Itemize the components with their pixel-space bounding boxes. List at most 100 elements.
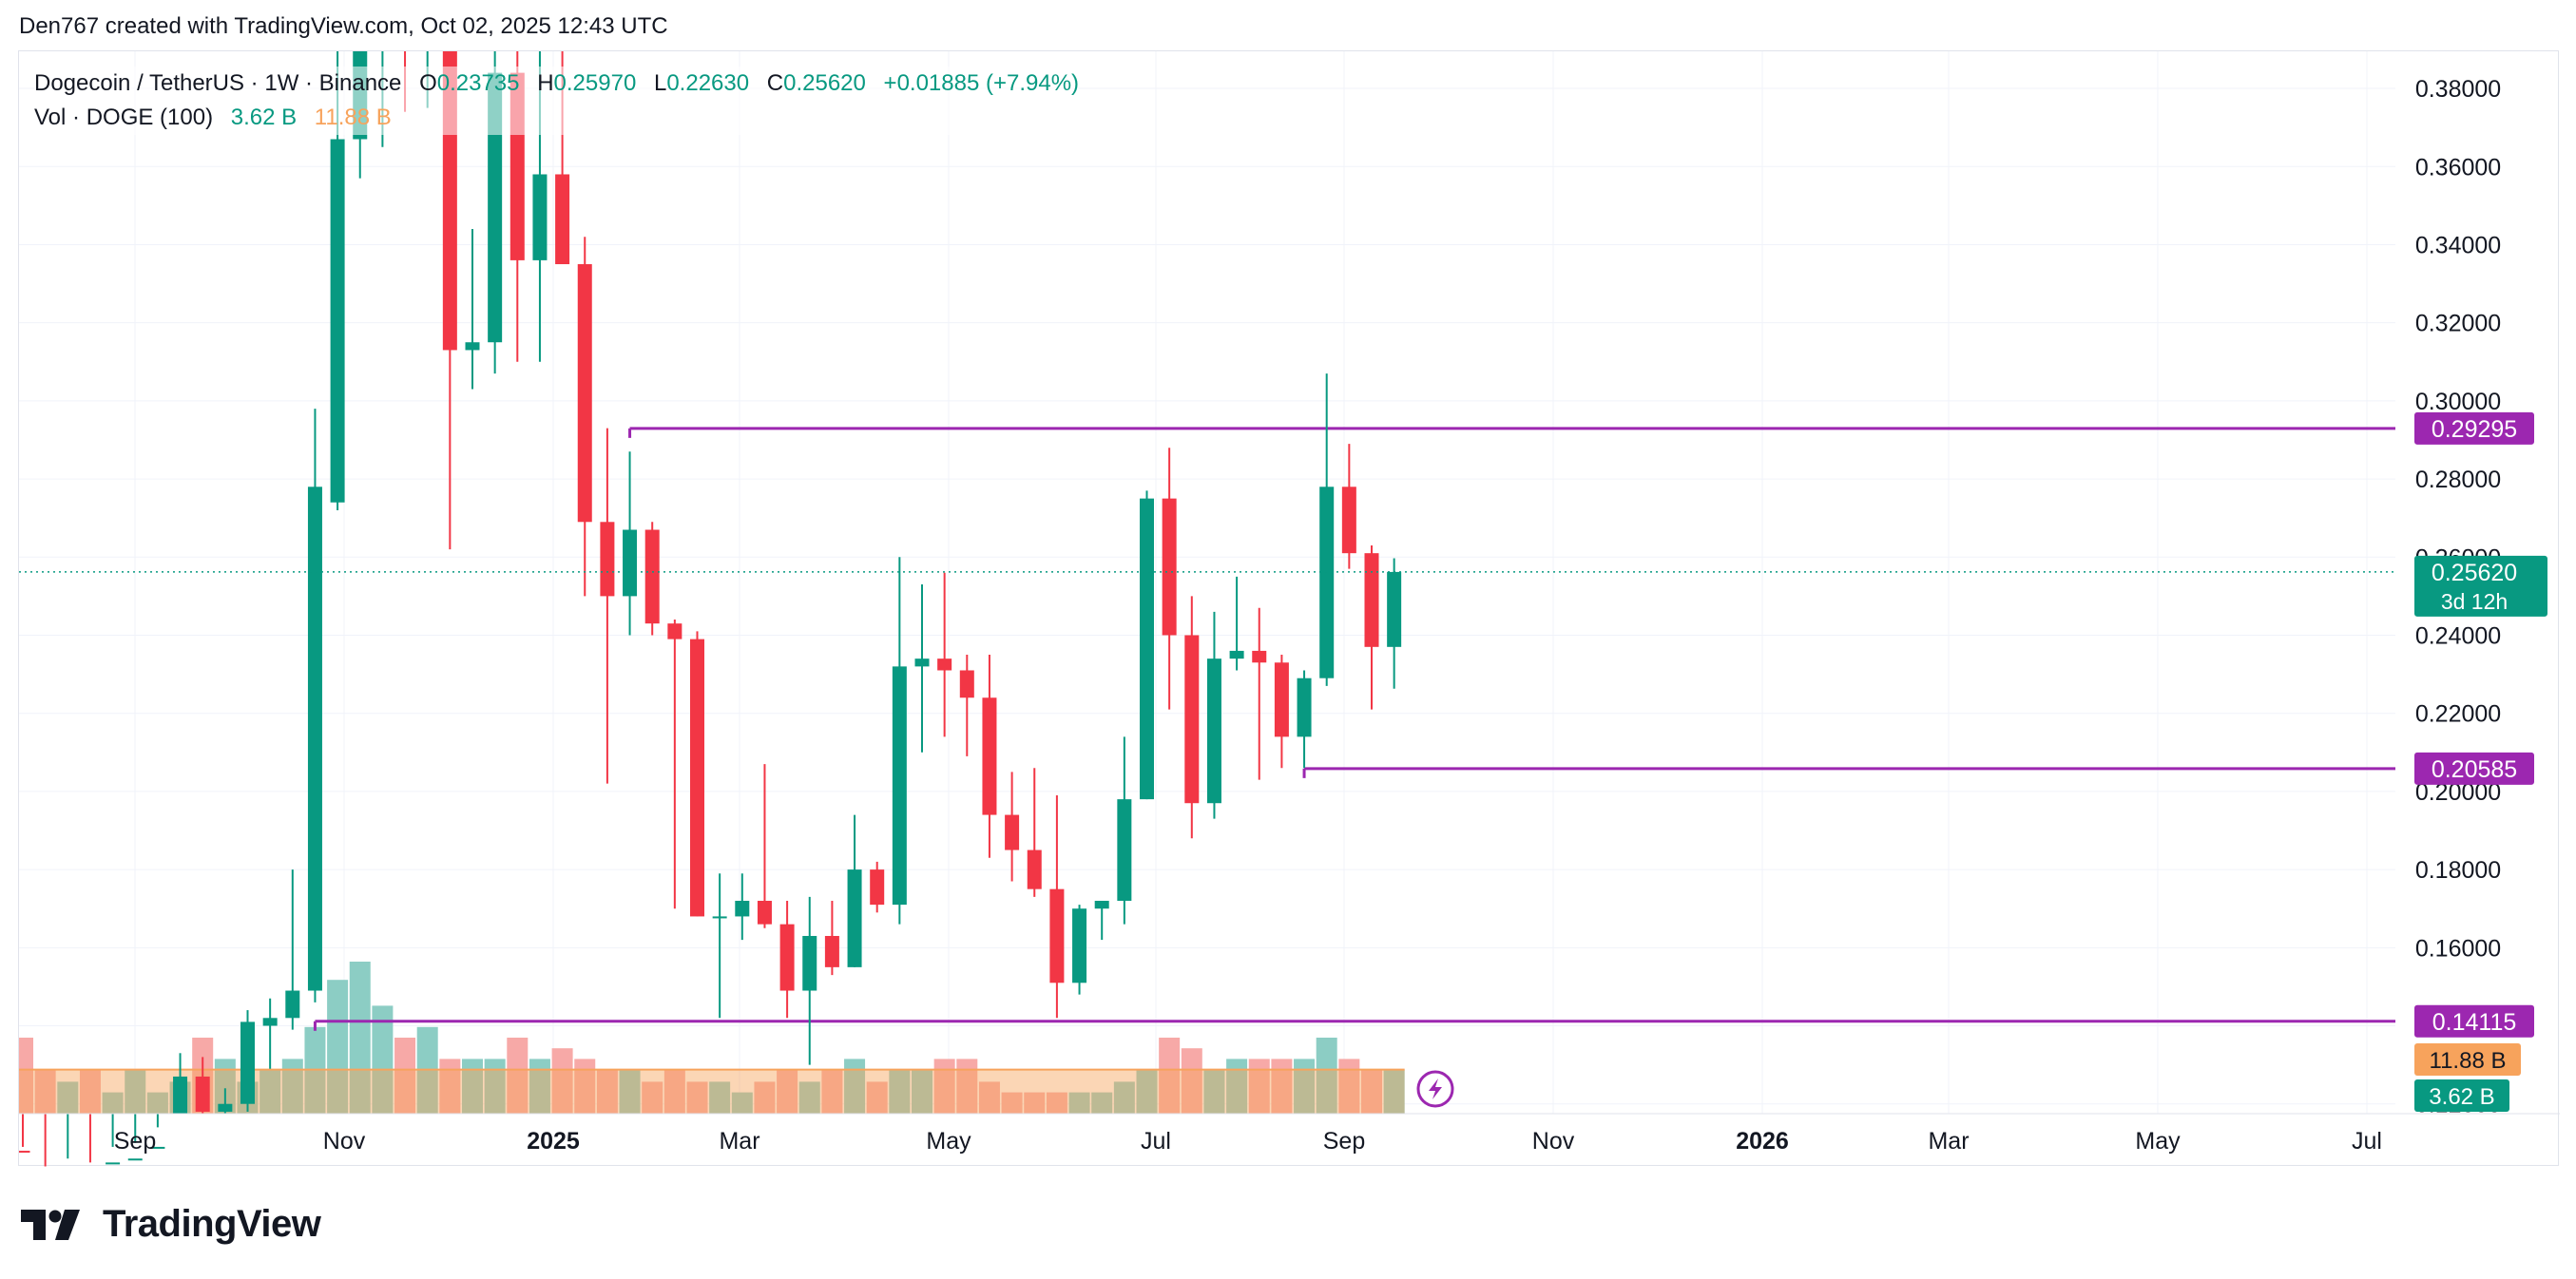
volume-bar — [663, 1069, 685, 1114]
candle[interactable] — [150, 1114, 165, 1149]
candle[interactable] — [667, 620, 682, 909]
candle[interactable] — [1364, 544, 1379, 710]
candle[interactable] — [847, 814, 862, 967]
candle[interactable] — [1049, 795, 1065, 1019]
grid-lines — [19, 51, 2395, 1114]
candle[interactable] — [1274, 655, 1289, 769]
candle[interactable] — [1229, 576, 1244, 671]
candle[interactable] — [1252, 607, 1267, 780]
brand-name: TradingView — [103, 1203, 321, 1245]
candle-body — [195, 1076, 210, 1112]
low-value: 0.22630 — [666, 70, 750, 96]
candle[interactable] — [802, 896, 817, 1065]
chart-caption: Den767 created with TradingView.com, Oct… — [19, 13, 668, 39]
candle[interactable] — [1206, 611, 1221, 819]
candle[interactable] — [870, 861, 885, 913]
candle[interactable] — [1094, 900, 1109, 941]
candle-body — [870, 869, 885, 906]
candle[interactable] — [307, 409, 322, 1002]
candles[interactable] — [19, 51, 1402, 1167]
candle[interactable] — [892, 557, 907, 925]
candle[interactable] — [690, 631, 704, 917]
open-value: 0.23735 — [436, 70, 520, 96]
candle[interactable] — [240, 1010, 255, 1112]
candle[interactable] — [38, 1114, 52, 1167]
candle[interactable] — [623, 451, 638, 636]
candle[interactable] — [1027, 768, 1042, 897]
symbol-title: Dogecoin / TetherUS · 1W · Binance — [34, 70, 402, 96]
candle[interactable] — [1297, 670, 1312, 769]
candle[interactable] — [83, 1114, 97, 1167]
candle[interactable] — [19, 1114, 30, 1154]
candle[interactable] — [757, 764, 772, 928]
x-tick-label: Mar — [719, 1128, 759, 1155]
candle[interactable] — [285, 869, 300, 1030]
candle[interactable] — [218, 1088, 233, 1114]
candlestick-chart[interactable]: 0.120000.140000.160000.180000.200000.220… — [19, 51, 2560, 1167]
level-label-text: 0.14115 — [2432, 1009, 2517, 1036]
candle-body — [577, 264, 592, 523]
volume-bar — [439, 1059, 461, 1114]
volume-last-label: 3.62 B — [2414, 1079, 2509, 1112]
candle-body — [802, 935, 817, 991]
candle[interactable] — [1140, 490, 1154, 800]
candle[interactable] — [779, 900, 795, 1019]
candle[interactable] — [173, 1053, 188, 1114]
volume-bar — [1159, 1038, 1181, 1114]
x-tick-label: Jul — [2352, 1128, 2382, 1155]
candle[interactable] — [1117, 736, 1132, 925]
candle[interactable] — [106, 1114, 121, 1165]
candle[interactable] — [577, 237, 592, 597]
candle[interactable] — [1387, 558, 1402, 689]
x-tick-label: 2026 — [1736, 1128, 1789, 1155]
candle[interactable] — [1319, 373, 1335, 686]
volume-bar — [1294, 1059, 1316, 1114]
volume-bar — [484, 1059, 506, 1114]
candle[interactable] — [914, 584, 930, 753]
candle[interactable] — [61, 1114, 75, 1167]
volume-bar — [1248, 1059, 1270, 1114]
candle-body — [982, 697, 997, 815]
x-tick-label: Mar — [1928, 1128, 1969, 1155]
candle-body — [824, 935, 839, 967]
volume-bar — [19, 1038, 33, 1114]
candle[interactable] — [735, 873, 750, 941]
candle[interactable] — [1341, 444, 1356, 569]
volume-title: Vol · DOGE (100) — [34, 105, 214, 130]
volume-bar — [777, 1069, 798, 1114]
candle-body — [667, 623, 682, 640]
time-axis[interactable]: Sep Nov 2025 Mar May Jul Sep Nov 2026 Mar May Jul — [19, 1113, 2560, 1155]
volume-bar — [507, 1038, 529, 1114]
level-label-text: 0.20585 — [2432, 756, 2517, 783]
candle[interactable] — [959, 655, 974, 756]
candle[interactable] — [937, 572, 952, 737]
candle[interactable] — [644, 522, 660, 636]
candle[interactable] — [1184, 596, 1200, 839]
candle[interactable] — [1162, 448, 1177, 710]
candle-body — [1027, 849, 1042, 889]
level-label-box — [2414, 752, 2534, 785]
candle[interactable] — [1072, 905, 1087, 995]
candle[interactable] — [600, 428, 615, 784]
tradingview-logo[interactable]: TradingView — [21, 1203, 321, 1246]
candle[interactable] — [465, 229, 480, 390]
volume-last-box — [2414, 1079, 2509, 1112]
horizontal-levels[interactable] — [313, 427, 2395, 1031]
candle[interactable] — [712, 873, 727, 1019]
volume-bar — [596, 1069, 618, 1114]
replay-icon[interactable] — [1416, 1070, 1454, 1108]
candle[interactable] — [1005, 772, 1020, 882]
candle[interactable] — [262, 998, 278, 1069]
chart-frame[interactable]: 0.120000.140000.160000.180000.200000.220… — [18, 50, 2560, 1167]
candle[interactable] — [195, 1057, 210, 1114]
volume-bar — [889, 1069, 911, 1114]
candle-body — [127, 1158, 143, 1161]
volume-bar — [1338, 1059, 1360, 1114]
volume-bar — [1316, 1038, 1337, 1114]
volume-bar — [79, 1069, 101, 1114]
volume-last-text: 3.62 B — [2429, 1084, 2494, 1110]
candle[interactable] — [127, 1114, 143, 1161]
candle-body — [150, 1146, 165, 1149]
candle[interactable] — [824, 900, 839, 976]
candle[interactable] — [982, 655, 997, 858]
